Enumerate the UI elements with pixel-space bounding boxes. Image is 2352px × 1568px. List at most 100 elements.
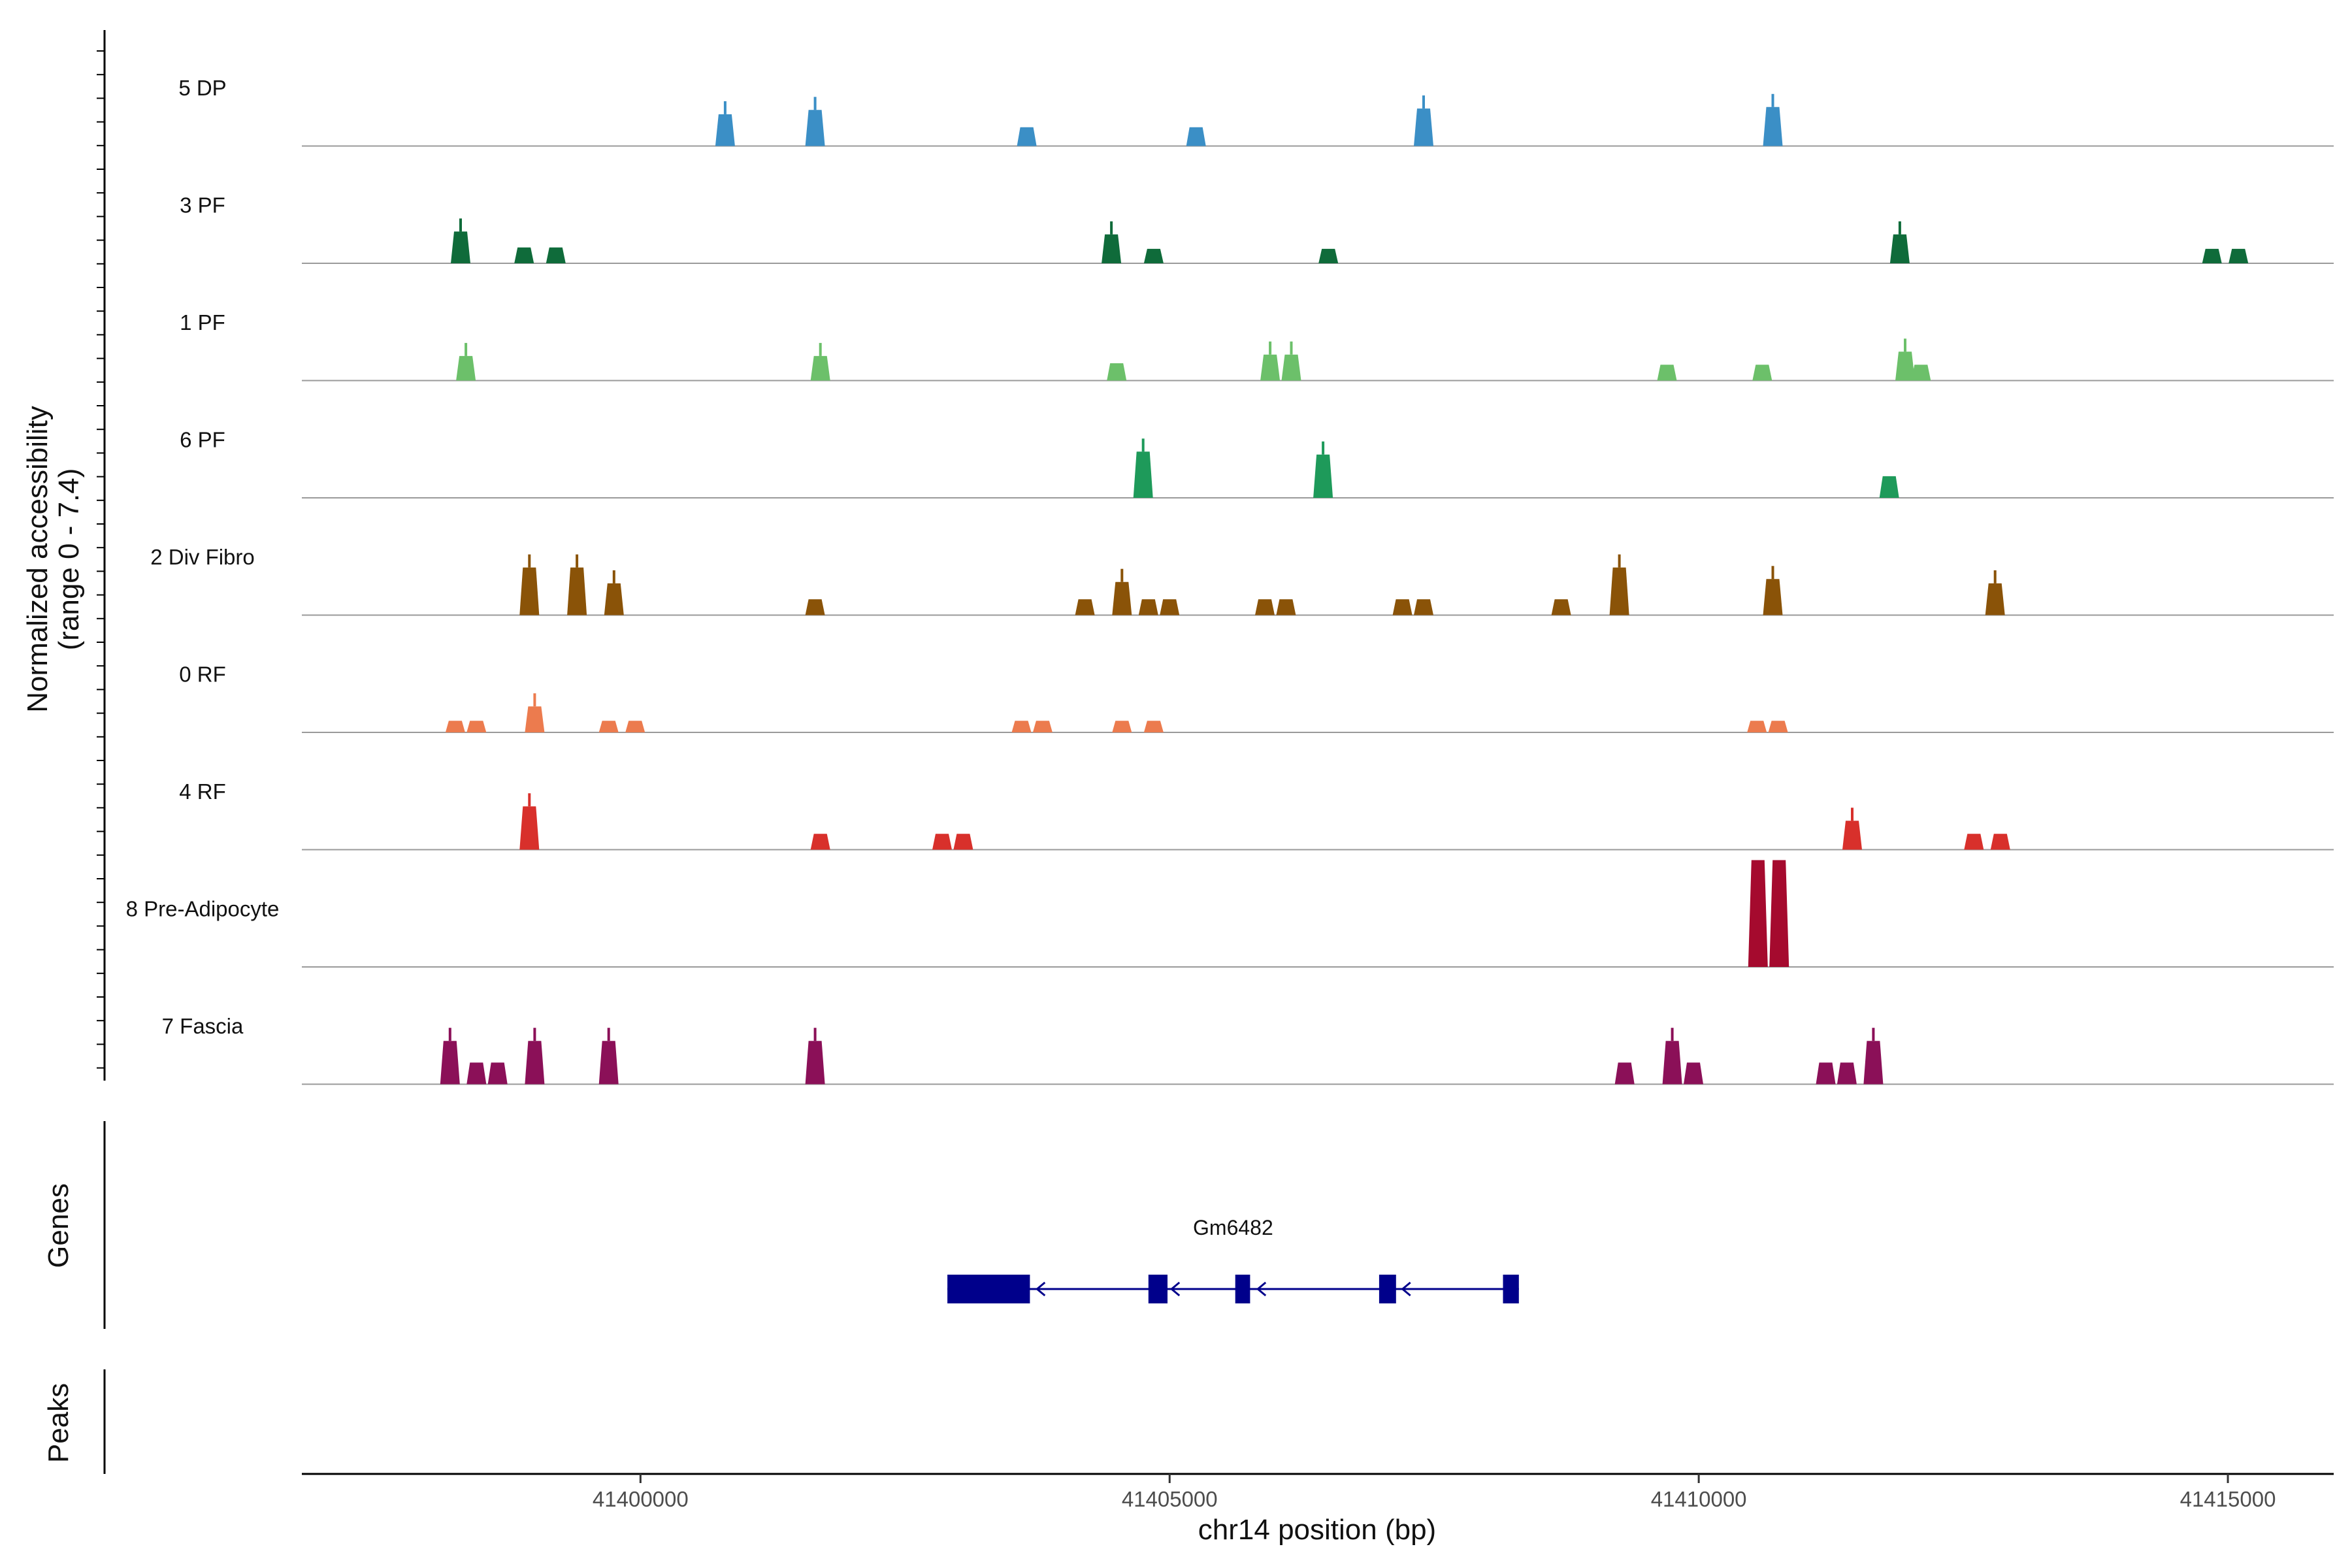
coverage-peak-spike	[576, 554, 579, 568]
gene-strand-arrow	[1401, 1281, 1411, 1297]
gene-strand-arrow	[1169, 1281, 1181, 1297]
coverage-peak	[1011, 721, 1032, 732]
x-axis-title: chr14 position (bp)	[1198, 1514, 1436, 1546]
gene-exon	[1379, 1275, 1396, 1303]
coverage-peak	[1414, 599, 1433, 615]
coverage-peak-spike	[465, 342, 468, 356]
coverage-peak-spike	[1322, 441, 1325, 455]
coverage-peak-spike	[1269, 341, 1272, 355]
track-1-pf: 1 PF	[180, 310, 2334, 382]
coverage-peak	[1752, 365, 1772, 381]
coverage-peak	[715, 114, 735, 146]
coverage-peak	[1748, 860, 1768, 967]
coverage-peak	[1769, 860, 1789, 967]
coverage-peak	[519, 567, 540, 615]
coverage-peak	[456, 355, 476, 381]
coverage-peak	[1281, 354, 1301, 381]
coverage-peak	[1614, 1062, 1635, 1085]
coverage-peak	[1657, 365, 1677, 381]
coverage-peak	[1816, 1062, 1836, 1085]
coverage-peak	[1684, 1062, 1703, 1085]
coverage-peak	[1895, 351, 1915, 381]
coverage-peak	[445, 721, 465, 732]
coverage-peak	[1609, 567, 1629, 615]
coverage-peak-spike	[612, 570, 615, 583]
gene-label: Gm6482	[1193, 1216, 1273, 1239]
coverage-peak	[567, 567, 587, 615]
track-label: 7 Fascia	[162, 1014, 244, 1038]
track-label: 6 PF	[180, 428, 225, 452]
coverage-peak	[1112, 721, 1132, 732]
coverage-peak	[932, 834, 952, 850]
gene-model-gm6482: Gm6482	[947, 1216, 1519, 1303]
coverage-peak	[1313, 454, 1333, 498]
coverage-peak-spike	[1120, 568, 1124, 582]
coverage-y-axis-ticks	[97, 50, 105, 1069]
track-8-pre-adipocyte: 8 Pre-Adipocyte	[126, 860, 2334, 968]
coverage-peak	[1255, 599, 1275, 615]
track-7-fascia: 7 Fascia	[162, 1014, 2334, 1085]
peaks-panel-title: Peaks	[42, 1383, 74, 1463]
coverage-peak	[1747, 721, 1767, 732]
coverage-peak-spike	[1671, 1028, 1674, 1041]
coverage-peak	[525, 706, 545, 732]
coverage-peak	[805, 599, 825, 615]
x-axis-tick-label: 41410000	[1651, 1487, 1747, 1511]
track-0-rf: 0 RF	[179, 662, 2334, 733]
coverage-peak	[487, 1062, 508, 1085]
coverage-peak-spike	[1898, 221, 1901, 235]
coverage-peak	[1186, 127, 1206, 146]
coverage-peak	[625, 721, 645, 732]
coverage-peak	[514, 247, 534, 263]
coverage-peak	[1318, 248, 1339, 263]
coverage-peak-spike	[448, 1028, 451, 1041]
x-axis-tick-label: 41405000	[1122, 1487, 1218, 1511]
coverage-peak	[1133, 451, 1153, 498]
coverage-peak	[1837, 1062, 1857, 1085]
coverage-peak	[1075, 599, 1095, 615]
y-axis-title: Normalized accessibility (range 0 - 7.4)	[22, 406, 85, 712]
y-axis-title-line1: Normalized accessibility	[22, 406, 54, 712]
coverage-peak-spike	[1872, 1028, 1875, 1041]
coverage-peak	[1879, 476, 1899, 498]
track-4-rf: 4 RF	[179, 779, 2334, 851]
coverage-peak-spike	[813, 1028, 817, 1041]
coverage-peak	[598, 1041, 619, 1085]
coverage-peak	[1392, 599, 1413, 615]
coverage-peak	[525, 1041, 545, 1085]
coverage-peak-spike	[533, 693, 536, 707]
coverage-peak	[1143, 721, 1164, 732]
coverage-peak	[1990, 834, 2010, 850]
gene-strand-arrow	[1035, 1281, 1046, 1297]
coverage-peak	[810, 355, 830, 381]
coverage-peak	[451, 231, 470, 263]
coverage-peak	[1032, 721, 1053, 732]
coverage-peak-spike	[1618, 554, 1621, 568]
x-axis-tick-label: 41415000	[2180, 1487, 2276, 1511]
coverage-peak	[1160, 599, 1180, 615]
y-axis-title-line2: (range 0 - 7.4)	[53, 468, 85, 651]
track-2-div-fibro: 2 Div Fibro	[150, 545, 2334, 616]
coverage-peak-spike	[1422, 95, 1425, 109]
track-label: 0 RF	[179, 662, 226, 687]
genes-panel-title: Genes	[42, 1183, 74, 1268]
coverage-peak-spike	[1993, 570, 1997, 583]
coverage-peak	[805, 110, 825, 146]
coverage-peak	[1551, 599, 1571, 615]
coverage-peak	[1911, 365, 1931, 381]
coverage-peak	[546, 247, 566, 263]
coverage-peak-spike	[1851, 808, 1854, 821]
coverage-peak	[1276, 599, 1296, 615]
track-3-pf: 3 PF	[180, 193, 2334, 264]
coverage-peak-spike	[528, 554, 531, 568]
gene-exon	[1148, 1275, 1168, 1303]
x-axis-tick-label: 41400000	[593, 1487, 689, 1511]
coverage-peak	[810, 834, 830, 850]
coverage-peak	[1662, 1041, 1682, 1085]
track-label: 3 PF	[180, 193, 225, 218]
coverage-peak	[2202, 248, 2222, 263]
coverage-peak	[1112, 581, 1132, 615]
track-6-pf: 6 PF	[180, 428, 2334, 498]
coverage-peak	[1107, 363, 1127, 381]
gene-exon	[1503, 1275, 1519, 1303]
